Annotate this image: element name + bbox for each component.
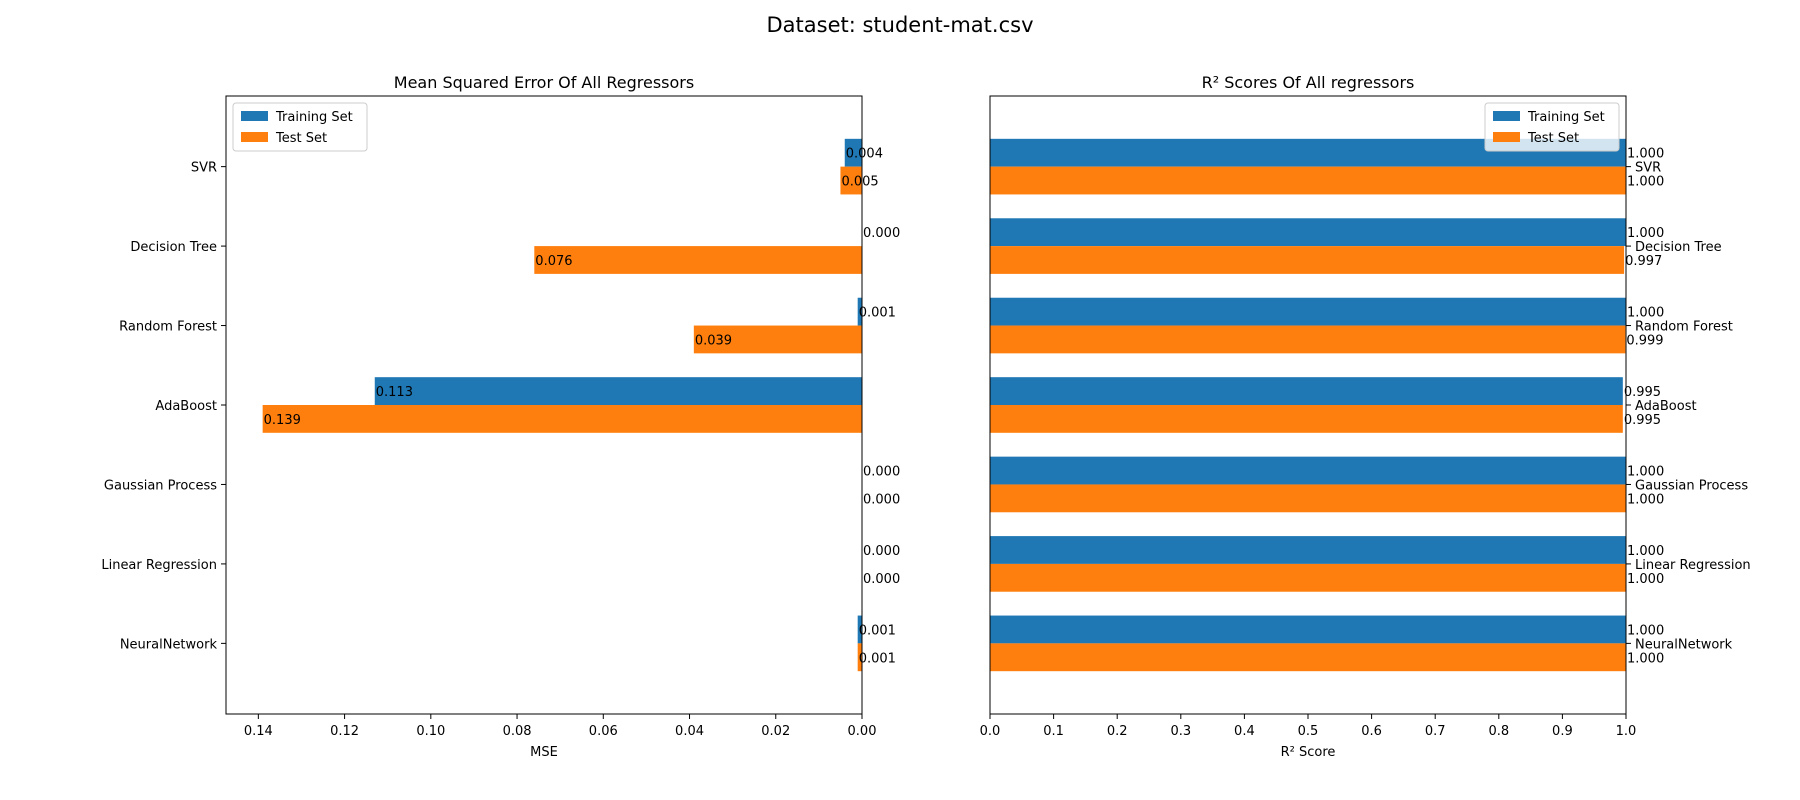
legend-label: Training Set	[1527, 110, 1605, 125]
data-label: 1.000	[1627, 572, 1664, 587]
y-tick-label: Gaussian Process	[1635, 478, 1748, 493]
data-label: 0.995	[1624, 385, 1661, 400]
y-tick-label: Random Forest	[1635, 320, 1733, 335]
data-label: 0.113	[376, 385, 413, 400]
bar-test	[990, 166, 1626, 195]
x-tick-label: 0.04	[675, 724, 704, 739]
bar-test	[840, 166, 862, 195]
data-label: 0.997	[1625, 254, 1662, 269]
bar-test	[990, 484, 1626, 513]
data-label: 1.000	[1627, 623, 1664, 638]
data-label: 0.001	[859, 651, 896, 666]
y-tick-label: Linear Regression	[101, 558, 217, 573]
data-label: 1.000	[1627, 492, 1664, 507]
bar-test	[990, 325, 1626, 354]
bar-test	[990, 563, 1626, 592]
bar-train	[990, 297, 1626, 326]
data-label: 0.139	[264, 413, 301, 428]
x-tick-label: 0.8	[1488, 724, 1509, 739]
data-label: 0.039	[695, 333, 732, 348]
y-tick-label: SVR	[191, 161, 217, 176]
chart-title: Mean Squared Error Of All Regressors	[394, 73, 694, 92]
bar-test	[990, 405, 1623, 433]
y-tick-label: Decision Tree	[130, 240, 217, 255]
chart-title: R² Scores Of All regressors	[1202, 73, 1415, 92]
x-tick-label: 0.14	[244, 724, 273, 739]
legend-swatch	[241, 111, 268, 121]
legend-label: Test Set	[275, 131, 327, 146]
x-tick-label: 0.10	[416, 724, 445, 739]
data-label: 0.000	[863, 226, 900, 241]
data-label: 0.076	[535, 254, 572, 269]
data-label: 1.000	[1627, 651, 1664, 666]
bar-train	[990, 218, 1626, 247]
x-axis-label: MSE	[530, 745, 558, 760]
x-tick-label: 0.4	[1234, 724, 1255, 739]
data-label: 0.000	[863, 492, 900, 507]
x-tick-label: 0.06	[589, 724, 618, 739]
x-tick-label: 0.0	[980, 724, 1001, 739]
legend-label: Test Set	[1527, 131, 1579, 146]
data-label: 1.000	[1627, 544, 1664, 559]
data-label: 1.000	[1627, 306, 1664, 321]
data-label: 0.000	[863, 465, 900, 480]
r2-chart: 1.000 1.000 1.000 0.995 1.000 1.000 1.000 1.000…	[980, 73, 1751, 760]
bar-train	[844, 138, 862, 167]
bar-train	[990, 615, 1626, 644]
figure-suptitle: Dataset: student-mat.csv	[767, 13, 1034, 37]
bar-test	[262, 405, 862, 433]
data-label: 0.001	[859, 623, 896, 638]
legend-swatch	[241, 132, 268, 142]
bar-test	[534, 246, 862, 274]
bar-test	[857, 643, 862, 672]
data-label: 0.000	[863, 544, 900, 559]
y-tick-label: AdaBoost	[1635, 399, 1697, 414]
data-label: 0.004	[846, 147, 883, 162]
x-axis-label: R² Score	[1281, 745, 1336, 760]
data-label: 0.000	[863, 572, 900, 587]
bar-train	[990, 456, 1626, 485]
x-tick-label: 0.00	[848, 724, 877, 739]
bar-test	[693, 325, 862, 354]
x-tick-label: 0.2	[1107, 724, 1128, 739]
bar-train	[857, 297, 862, 326]
bar-train	[990, 536, 1626, 564]
x-tick-label: 0.7	[1425, 724, 1446, 739]
data-label: 0.999	[1626, 333, 1663, 348]
y-tick-label: Gaussian Process	[104, 478, 217, 493]
y-tick-label: Linear Regression	[1635, 558, 1751, 573]
data-label: 1.000	[1627, 147, 1664, 162]
x-tick-label: 0.9	[1552, 724, 1573, 739]
x-tick-label: 0.08	[503, 724, 532, 739]
data-label: 0.995	[1624, 413, 1661, 428]
y-tick-label: Decision Tree	[1635, 240, 1722, 255]
data-label: 1.000	[1627, 226, 1664, 241]
x-tick-label: 0.3	[1170, 724, 1191, 739]
y-tick-label: NeuralNetwork	[120, 637, 218, 652]
data-label: 1.000	[1627, 465, 1664, 480]
x-tick-label: 0.12	[330, 724, 359, 739]
x-tick-label: 0.6	[1361, 724, 1382, 739]
data-label: 1.000	[1627, 175, 1664, 190]
bar-train	[374, 377, 862, 405]
legend-swatch	[1493, 132, 1520, 142]
bar-test	[990, 246, 1625, 274]
y-tick-label: AdaBoost	[155, 399, 217, 414]
x-tick-label: 0.02	[761, 724, 790, 739]
legend-swatch	[1493, 111, 1520, 121]
x-tick-label: 1.0	[1616, 724, 1637, 739]
x-tick-label: 0.1	[1043, 724, 1064, 739]
bar-test	[990, 643, 1626, 672]
x-tick-label: 0.5	[1298, 724, 1319, 739]
bar-train	[857, 615, 862, 644]
mse-chart: 0.004 0.000 0.001 0.113 0.000 0.000 0.001 0.005…	[101, 73, 900, 760]
data-label: 0.001	[859, 306, 896, 321]
y-tick-label: NeuralNetwork	[1635, 637, 1733, 652]
y-tick-label: SVR	[1635, 161, 1661, 176]
legend-label: Training Set	[275, 110, 353, 125]
y-tick-label: Random Forest	[119, 320, 217, 335]
bar-train	[990, 377, 1623, 405]
data-label: 0.005	[841, 175, 878, 190]
